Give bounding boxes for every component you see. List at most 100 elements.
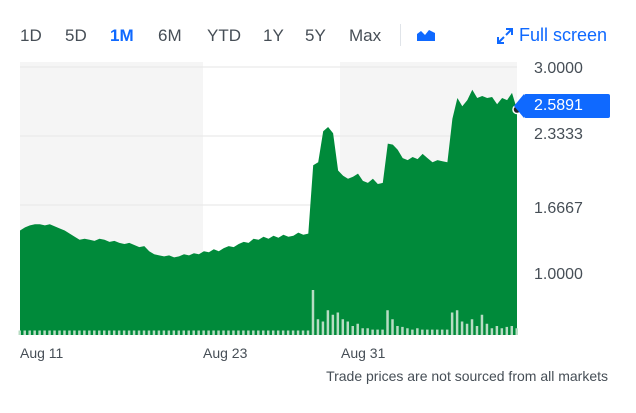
- volume-bar: [406, 328, 409, 335]
- y-tick-label: 2.3333: [534, 126, 583, 143]
- volume-bar: [401, 326, 404, 335]
- volume-bar: [217, 330, 220, 335]
- volume-bar: [112, 330, 116, 335]
- volume-bar: [435, 329, 439, 335]
- volume-bar: [500, 328, 504, 335]
- price-area: [20, 89, 517, 335]
- volume-bar: [351, 326, 354, 335]
- volume-bar: [43, 330, 46, 335]
- range-5d[interactable]: 5D: [65, 26, 87, 45]
- volume-bar: [182, 330, 186, 335]
- volume-bar: [341, 319, 345, 335]
- volume-bar: [147, 330, 151, 335]
- trade-price-disclaimer: Trade prices are not sourced from all ma…: [326, 368, 608, 384]
- volume-bar: [192, 330, 195, 335]
- range-1d[interactable]: 1D: [20, 26, 42, 45]
- volume-bar: [237, 330, 240, 335]
- volume-bar: [202, 330, 205, 335]
- volume-bar: [88, 330, 91, 335]
- volume-bar: [247, 330, 250, 335]
- volume-bar: [346, 321, 350, 335]
- volume-bar: [301, 330, 305, 335]
- volume-bar: [167, 330, 171, 335]
- volume-bar: [252, 330, 255, 335]
- volume-bar: [460, 321, 464, 335]
- volume-bar: [465, 323, 469, 335]
- volume-bar: [450, 312, 454, 335]
- volume-bar: [366, 328, 369, 335]
- volume-bar: [207, 330, 210, 335]
- volume-bar: [470, 319, 474, 335]
- volume-bar: [122, 330, 126, 335]
- volume-bar: [296, 330, 300, 335]
- volume-bar: [495, 326, 499, 335]
- volume-bar: [510, 326, 514, 335]
- volume-bar: [267, 330, 270, 335]
- volume-bar: [73, 330, 76, 335]
- range-max[interactable]: Max: [349, 26, 382, 45]
- volume-bar: [63, 330, 66, 335]
- volume-bar: [421, 329, 424, 335]
- fullscreen-button[interactable]: Full screen: [496, 25, 607, 46]
- volume-bar: [257, 330, 260, 335]
- volume-bar: [242, 330, 245, 335]
- x-tick-label: Aug 31: [341, 345, 386, 361]
- range-ytd[interactable]: YTD: [207, 26, 241, 45]
- volume-bar: [396, 326, 399, 335]
- expand-arrows-icon: [497, 27, 513, 44]
- volume-bar: [93, 330, 96, 335]
- volume-bar: [212, 330, 215, 335]
- volume-bar: [157, 330, 161, 335]
- range-1m[interactable]: 1M: [110, 26, 134, 45]
- volume-bar: [311, 290, 315, 335]
- y-tick-label: 1.0000: [534, 266, 583, 283]
- volume-bar: [306, 330, 310, 335]
- volume-bar: [316, 319, 320, 335]
- volume-bar: [336, 312, 340, 335]
- volume-bar: [33, 330, 36, 335]
- y-tick-label: 1.6667: [534, 200, 583, 217]
- volume-bar: [232, 330, 235, 335]
- volume-bar: [78, 330, 81, 335]
- volume-bar: [68, 330, 71, 335]
- volume-bar: [177, 330, 181, 335]
- volume-bar: [142, 330, 146, 335]
- volume-bar: [18, 330, 21, 335]
- range-1y[interactable]: 1Y: [263, 26, 284, 45]
- volume-bar: [291, 330, 295, 335]
- volume-bar: [152, 330, 156, 335]
- volume-bar: [475, 326, 479, 335]
- current-price-tag: 2.5891: [514, 94, 610, 118]
- volume-bar: [411, 329, 414, 335]
- volume-bar: [132, 330, 136, 335]
- area-chart-icon[interactable]: [416, 28, 436, 42]
- volume-bar: [391, 319, 394, 335]
- volume-bar: [197, 330, 200, 335]
- volume-bar: [38, 330, 41, 335]
- volume-bar: [102, 330, 106, 335]
- volume-bar: [117, 330, 121, 335]
- volume-bar: [162, 330, 166, 335]
- volume-bar: [356, 323, 359, 335]
- range-6m[interactable]: 6M: [158, 26, 182, 45]
- x-tick-label: Aug 23: [203, 345, 248, 361]
- volume-bar: [172, 330, 176, 335]
- volume-bar: [455, 310, 459, 335]
- volume-bar: [371, 329, 374, 335]
- range-5y[interactable]: 5Y: [305, 26, 326, 45]
- fullscreen-label: Full screen: [519, 25, 608, 45]
- volume-bar: [426, 329, 429, 335]
- volume-bar: [326, 310, 330, 335]
- volume-bar: [127, 330, 131, 335]
- volume-bar: [376, 329, 379, 335]
- volume-bar: [276, 330, 280, 335]
- volume-bar: [98, 330, 101, 335]
- volume-bar: [416, 328, 419, 335]
- volume-bar: [480, 314, 484, 335]
- volume-bar: [386, 310, 389, 335]
- volume-bar: [107, 330, 111, 335]
- volume-bar: [271, 330, 275, 335]
- volume-bar: [227, 330, 230, 335]
